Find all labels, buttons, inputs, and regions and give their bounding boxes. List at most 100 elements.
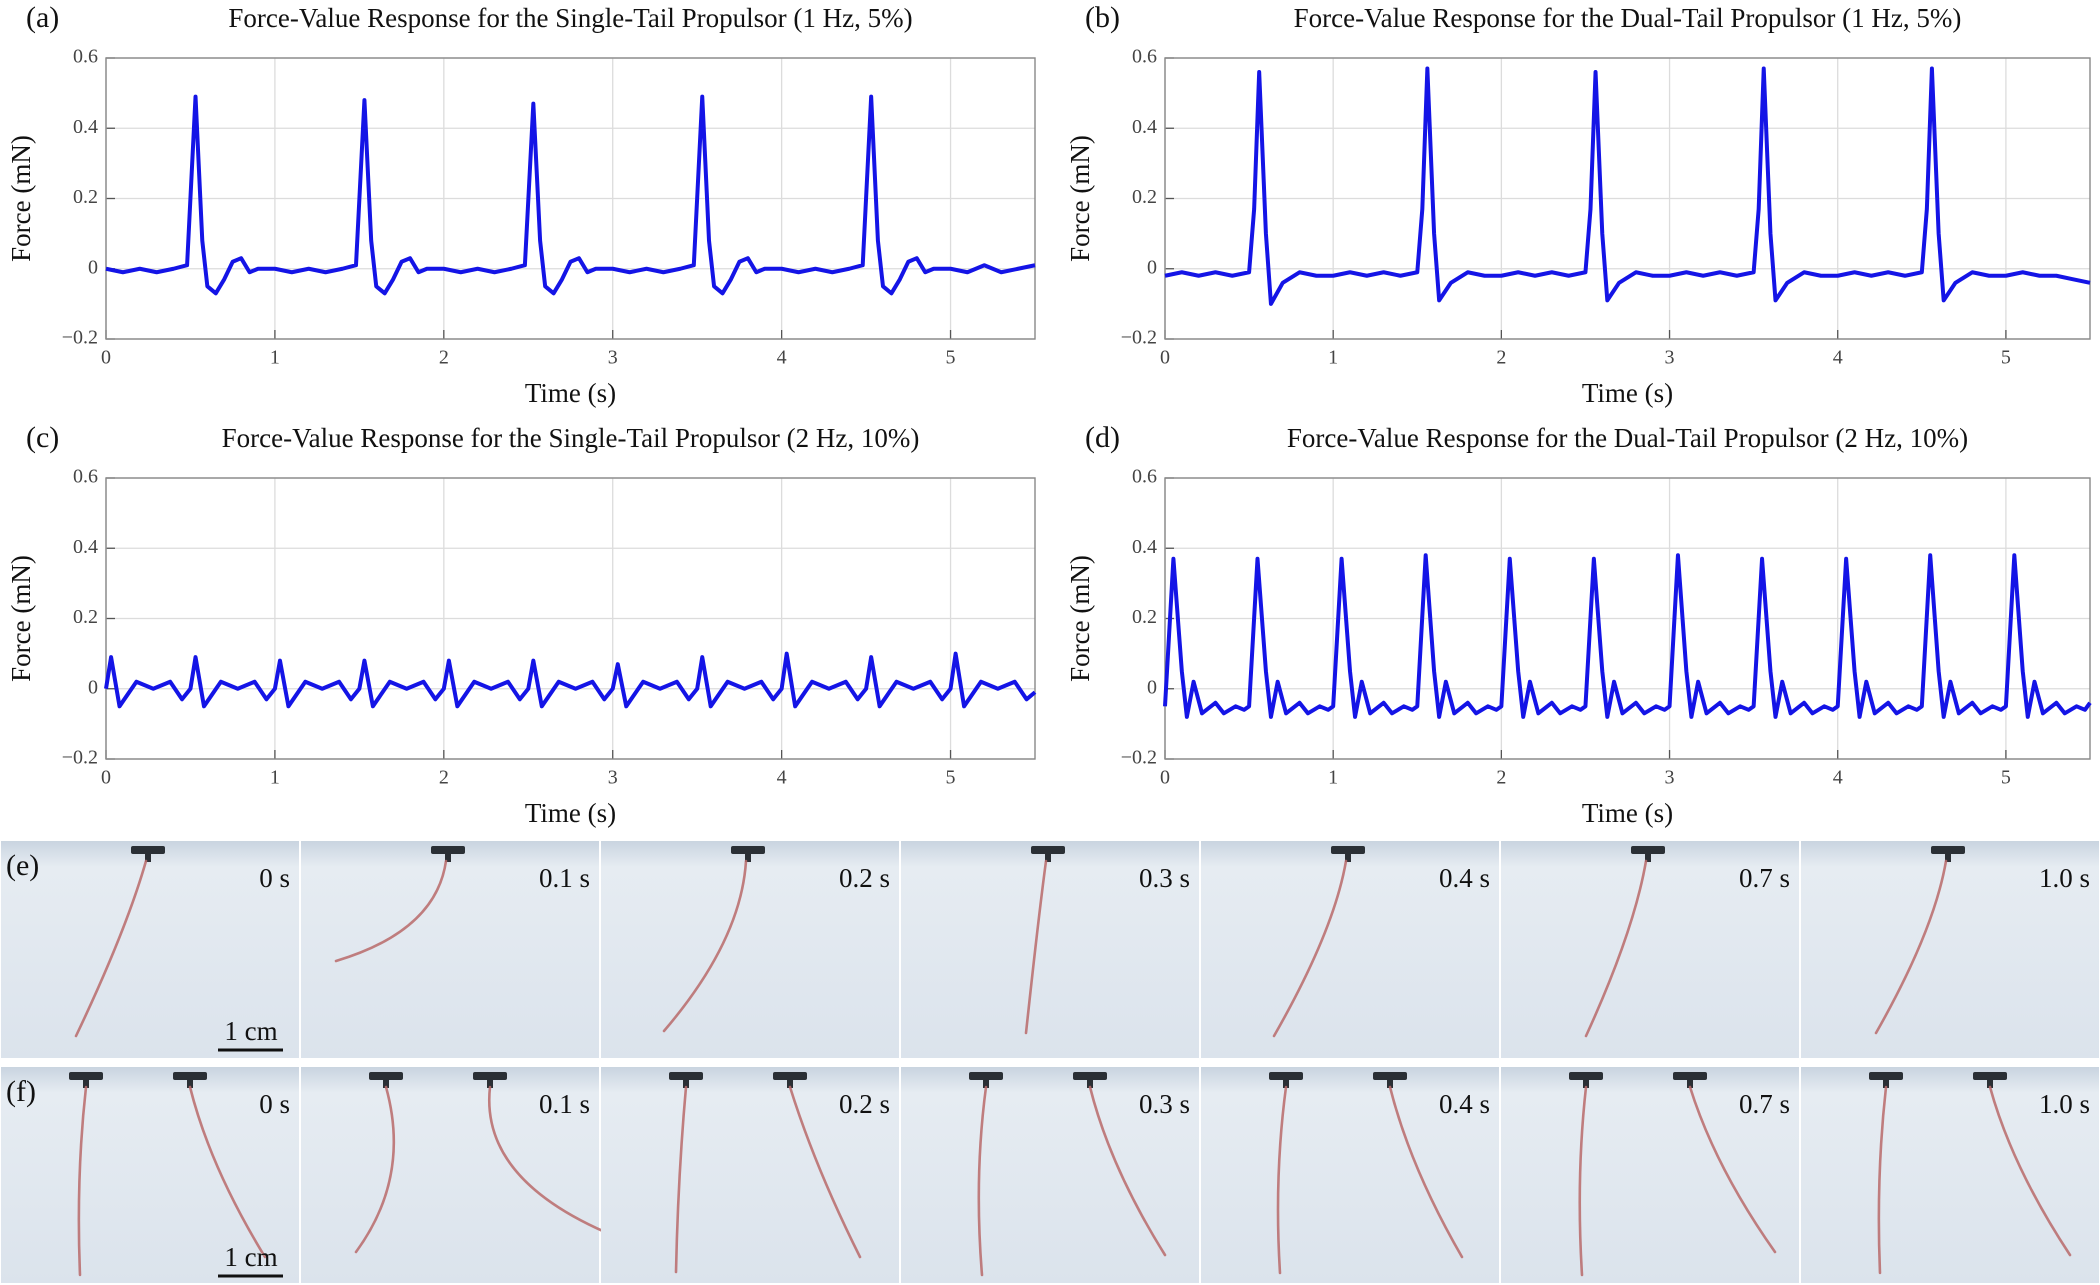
photo-frame	[901, 1067, 1199, 1283]
y-tick-label: 0.4	[1132, 536, 1157, 558]
y-tick-label: −0.2	[1121, 327, 1157, 349]
clamp	[1387, 1078, 1393, 1088]
clamp	[1283, 1078, 1289, 1088]
scale-bar-label: 1 cm	[224, 1016, 277, 1046]
y-tick-label: 0.4	[73, 116, 98, 138]
tail	[788, 1085, 862, 1259]
x-axis-label: Time (s)	[525, 798, 616, 828]
clamp	[187, 1078, 193, 1088]
y-axis-label: Force (mN)	[6, 555, 36, 682]
clamp	[969, 1072, 1003, 1080]
tail	[188, 1085, 267, 1259]
x-tick-label: 0	[1160, 767, 1170, 789]
clamp	[773, 1072, 807, 1080]
photo-frame	[1201, 1067, 1499, 1283]
time-label: 0.2 s	[839, 1089, 890, 1119]
y-tick-label: 0	[1147, 676, 1157, 698]
x-axis-label: Time (s)	[1582, 798, 1673, 828]
clamp	[1631, 846, 1665, 854]
x-tick-label: 0	[1160, 347, 1170, 369]
y-tick-label: 0.6	[1132, 466, 1157, 488]
panel-label: (d)	[1085, 421, 1120, 454]
clamp	[1987, 1078, 1993, 1088]
y-tick-label: 0.6	[1132, 46, 1157, 68]
clamp	[731, 846, 765, 854]
chart-title: Force-Value Response for the Dual-Tail P…	[1294, 3, 1962, 33]
time-label: 0 s	[259, 1089, 290, 1119]
clamp	[1345, 852, 1351, 862]
photo-frame	[901, 841, 1199, 1058]
chart-title: Force-Value Response for the Single-Tail…	[222, 423, 920, 453]
time-label: 0.2 s	[839, 863, 890, 893]
clamp	[1087, 1078, 1093, 1088]
y-tick-label: 0	[88, 256, 98, 278]
tail	[1584, 859, 1648, 1038]
time-label: 1.0 s	[2039, 1089, 2090, 1119]
clamp	[69, 1072, 103, 1080]
tail	[1988, 1085, 2072, 1257]
plot-frame	[105, 57, 1036, 340]
x-tick-label: 5	[2001, 767, 2011, 789]
plot-frame	[1164, 57, 2091, 340]
time-label: 0.4 s	[1439, 863, 1490, 893]
photo-frame	[1801, 1067, 2099, 1283]
time-label: 0.3 s	[1139, 1089, 1190, 1119]
clamp	[745, 852, 751, 862]
y-tick-label: 0.2	[73, 606, 98, 628]
y-tick-label: −0.2	[1121, 747, 1157, 769]
tail	[1874, 859, 1948, 1035]
y-axis-label: Force (mN)	[1065, 555, 1095, 682]
y-axis-label: Force (mN)	[1065, 135, 1095, 262]
clamp	[1687, 1078, 1693, 1088]
clamp	[1945, 852, 1951, 862]
x-tick-label: 5	[946, 767, 956, 789]
clamp	[683, 1078, 689, 1088]
data-line	[1163, 553, 2092, 719]
clamp	[131, 846, 165, 854]
photo-frame	[1201, 841, 1499, 1058]
time-label: 0.3 s	[1139, 863, 1190, 893]
y-tick-label: 0.2	[73, 186, 98, 208]
clamp	[369, 1072, 403, 1080]
clamp	[1583, 1078, 1589, 1088]
clamp	[487, 1078, 493, 1088]
time-label: 0.1 s	[539, 863, 590, 893]
panel-label: (a)	[26, 1, 59, 34]
x-tick-label: 0	[101, 767, 111, 789]
clamp	[145, 852, 151, 862]
clamp	[1331, 846, 1365, 854]
photo-frame	[1501, 841, 1799, 1058]
clamp	[431, 846, 465, 854]
clamp	[473, 1072, 507, 1080]
time-label: 0.7 s	[1739, 1089, 1790, 1119]
tail	[977, 1085, 988, 1277]
y-tick-label: −0.2	[62, 747, 98, 769]
time-label: 0.7 s	[1739, 863, 1790, 893]
x-tick-label: 1	[1328, 347, 1338, 369]
y-tick-label: 0.4	[73, 536, 98, 558]
data-line	[105, 94, 1036, 296]
time-label: 0 s	[259, 863, 290, 893]
y-tick-label: 0	[1147, 256, 1157, 278]
photo-frame	[1, 841, 299, 1058]
x-tick-label: 1	[1328, 767, 1338, 789]
plot-frame	[1164, 477, 2091, 760]
y-tick-label: 0.4	[1132, 116, 1157, 138]
clamp	[173, 1072, 207, 1080]
x-tick-label: 2	[1496, 767, 1506, 789]
tail	[487, 1085, 607, 1234]
tail	[74, 859, 148, 1038]
tail	[1688, 1085, 1777, 1254]
data-line	[1164, 66, 2091, 306]
photo-frame	[601, 1067, 899, 1283]
time-label: 0.1 s	[539, 1089, 590, 1119]
time-label: 1.0 s	[2039, 863, 2090, 893]
x-tick-label: 2	[439, 767, 449, 789]
photo-frame	[301, 1067, 599, 1283]
tail	[1877, 1085, 1888, 1275]
clamp	[445, 852, 451, 862]
x-axis-label: Time (s)	[525, 378, 616, 408]
panel-label: (e)	[6, 849, 39, 882]
clamp	[1045, 852, 1051, 862]
